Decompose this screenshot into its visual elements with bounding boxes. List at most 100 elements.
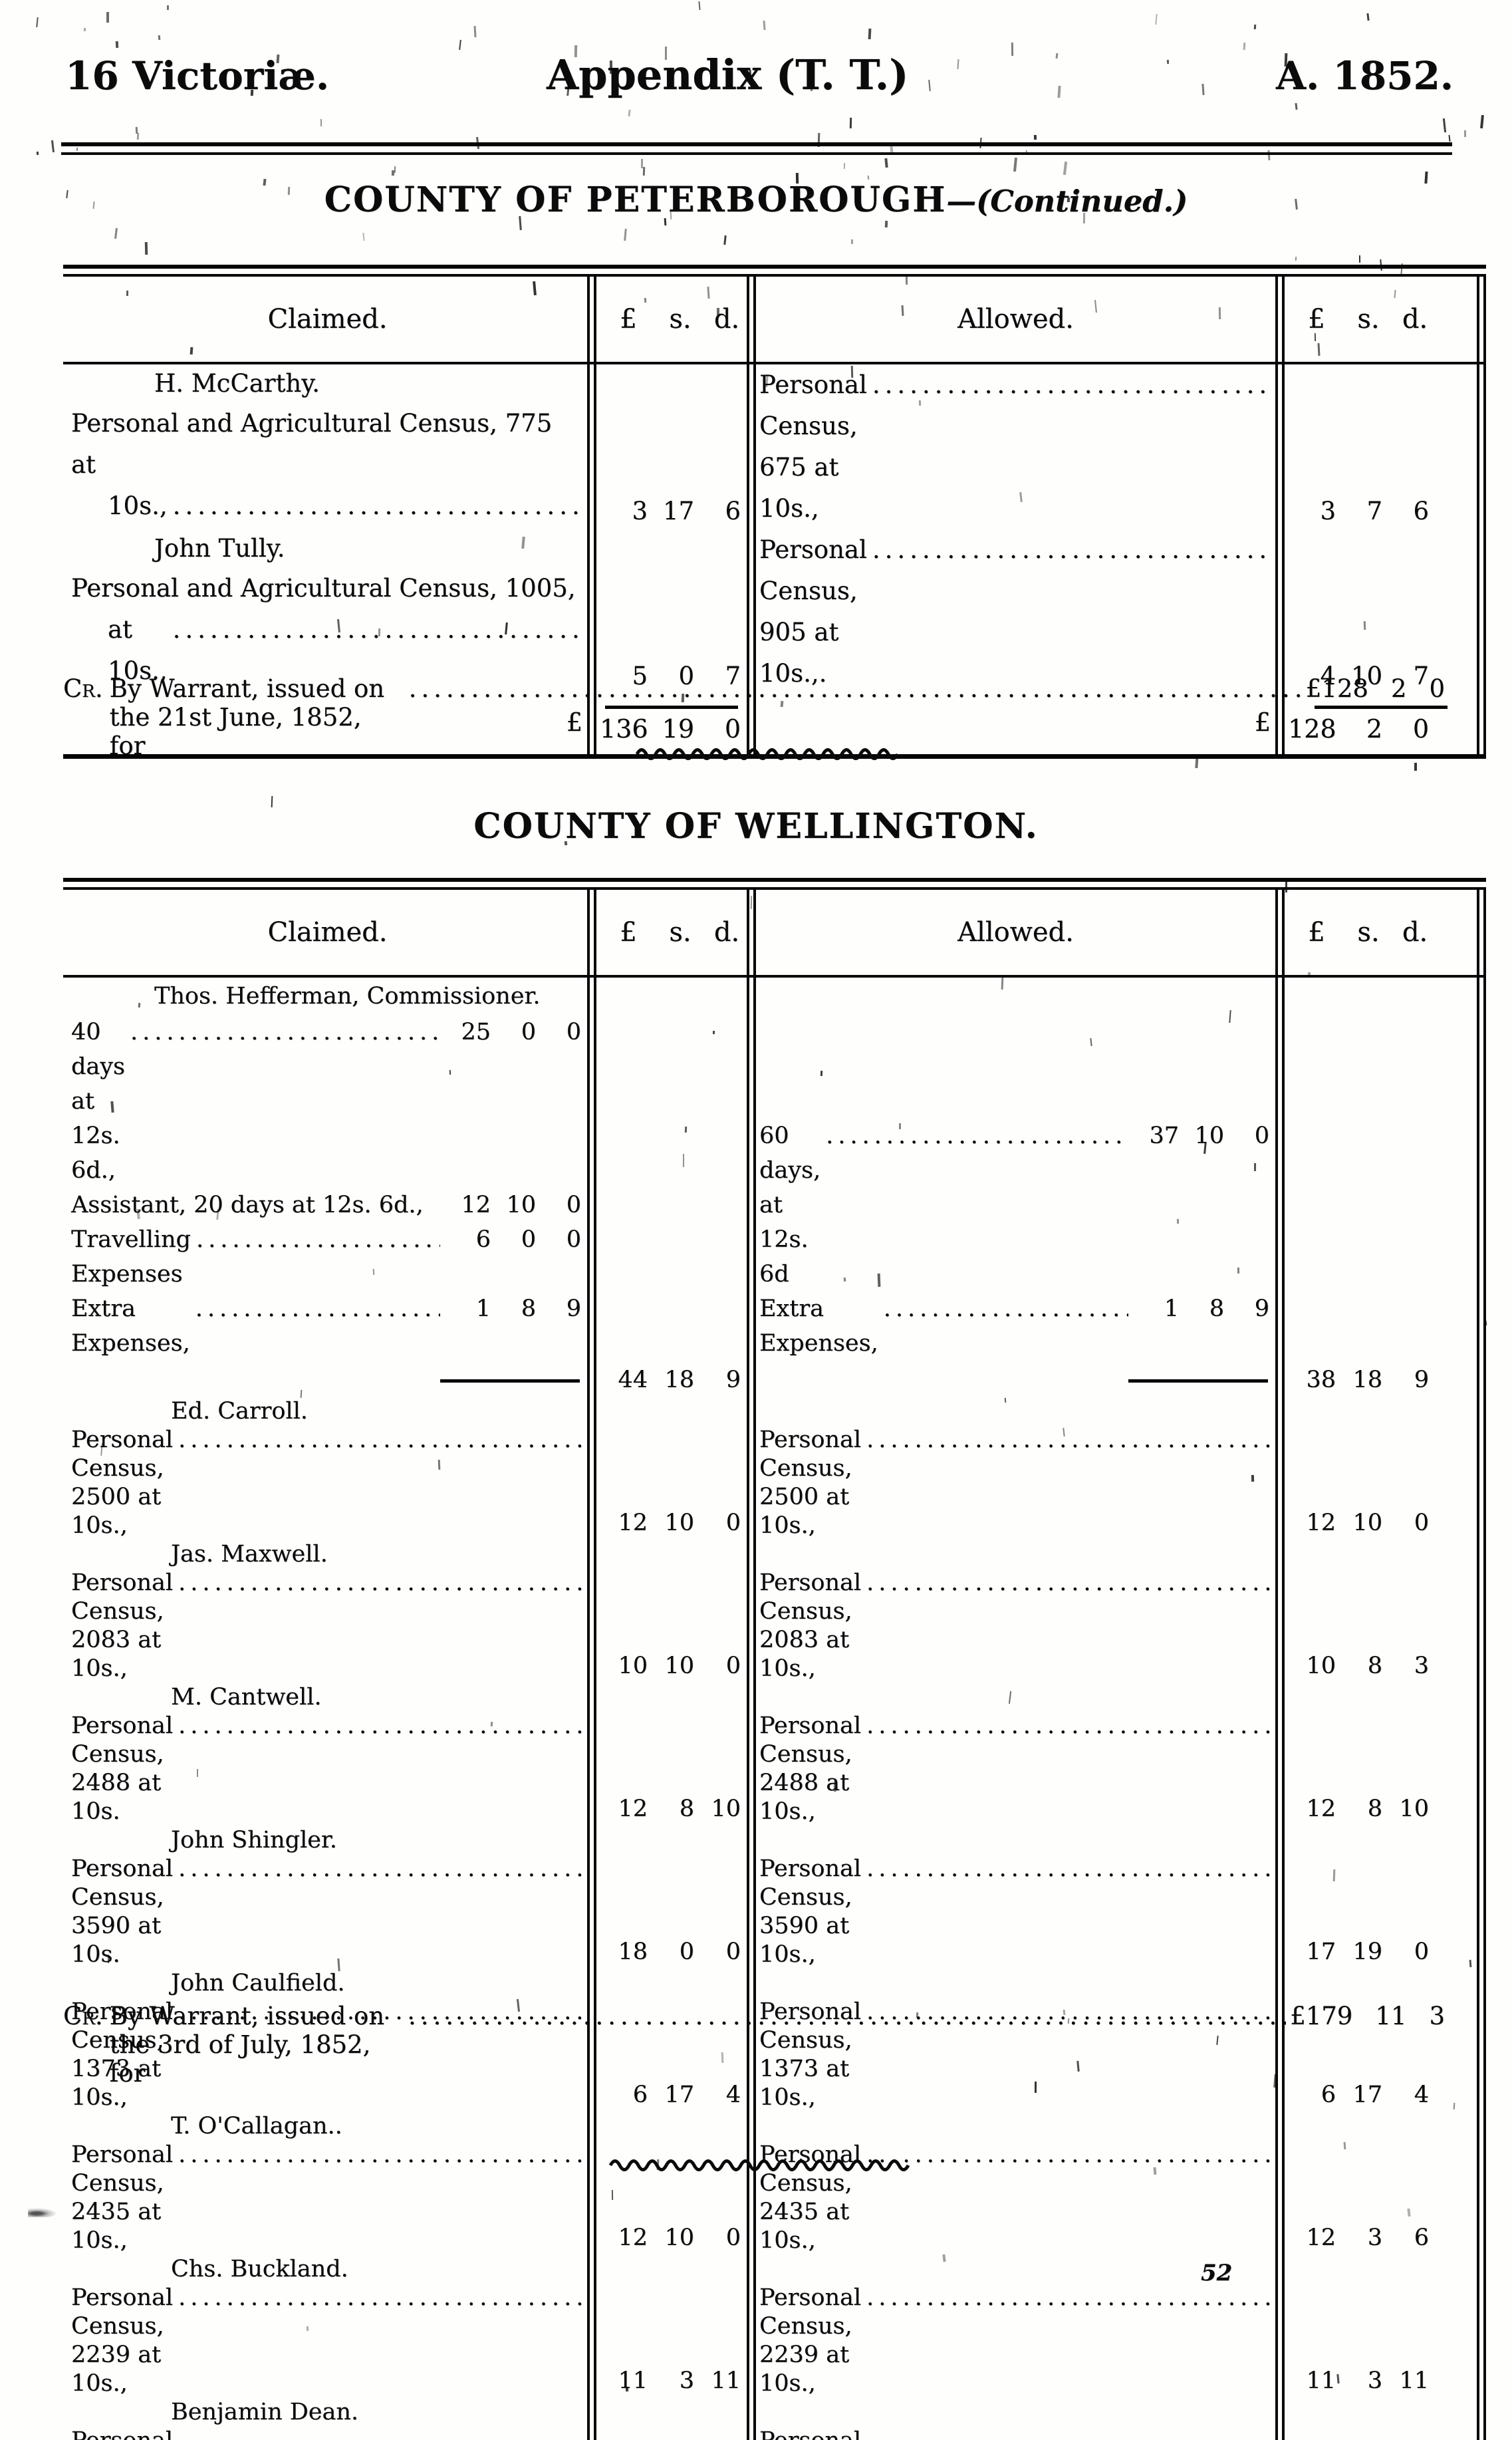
allowed-desc-text: Personal Census, 2500 at 10s., [759, 1426, 862, 1539]
scan-speckle [640, 158, 644, 168]
dotted-leader: ........................................… [173, 2427, 584, 2440]
amount-shillings: 19 [1352, 1939, 1382, 1965]
amount-pence: 10 [711, 1796, 741, 1822]
amount-pence: 9 [725, 1367, 741, 1393]
claimed-cell: H. McCarthy. Personal and Agricultural Ce… [63, 364, 592, 529]
amount-pounds: 1 [1164, 1295, 1179, 1322]
header-double-rule [61, 142, 1452, 155]
amount-pounds: 12 [1306, 2225, 1336, 2251]
allowed-description: Personal Census, 2435 at 10s.,..........… [759, 2141, 1272, 2255]
allowed-amount-cell: 6 17 4 [1280, 1969, 1481, 2112]
dotted-leader: ........................................… [178, 1855, 584, 1882]
amount-pounds: 44 [618, 1367, 648, 1393]
claimed-amount-cell: 1250 [592, 2398, 751, 2440]
column-rule [747, 277, 756, 754]
dotted-leader: ........................................… [408, 674, 1302, 703]
amount-pence: 4 [725, 2082, 741, 2108]
scan-speckle [698, 1, 701, 11]
claim-desc-text: Personal Census, 2239 at 10s., [71, 2284, 174, 2397]
allowed-description: Personal Census, 2450 at 10s.,..........… [759, 2427, 1272, 2440]
claimed-amount: 6 17 4 [600, 2082, 750, 2108]
amount-shillings: 2 [1390, 674, 1407, 703]
amount-pence: 4 [1414, 2082, 1429, 2108]
section-divider-squiggle [608, 2159, 910, 2171]
scan-speckle [1442, 118, 1446, 133]
claim-desc-text: Personal Census, 2083 at 10s., [71, 1569, 174, 1682]
claimed-cell: M. Cantwell. Personal Census, 2488 at 10s… [63, 1683, 592, 1826]
claimed-amount: 18 0 0 [600, 1939, 750, 1965]
amount-pounds: 128 [1288, 714, 1336, 744]
amount-pounds: 6 [632, 2082, 648, 2108]
warrant-text: By Warrant, issued on the 3rd of July, 1… [109, 2002, 385, 2088]
column-rule [1477, 890, 1486, 2440]
amount-pence: 0 [724, 714, 741, 744]
wellington-table: Claimed. £ s. d. Allowed. £ s. d. Thos. … [63, 878, 1486, 2440]
amount-pounds: 136 [600, 714, 648, 744]
claimed-amount: 11 3 11 [600, 2368, 750, 2394]
scan-speckle [459, 39, 462, 51]
peterborough-table: Claimed. £ s. d. Allowed. £ s. d. H. McC… [63, 265, 1486, 759]
warrant-amount: £128 2 0 [1302, 674, 1445, 703]
amount-shillings: 18 [664, 1367, 694, 1393]
claimed-amount: 10 10 0 [600, 1653, 750, 1679]
scan-speckle [320, 118, 322, 126]
allowed-amount-cell: 1250 [1280, 2398, 1481, 2440]
scan-speckle [843, 162, 846, 170]
claim-description-line1: Personal and Agricultural Census, 1005, [71, 574, 576, 603]
scan-speckle [1243, 42, 1246, 50]
shillings-header: s. [669, 304, 692, 335]
dotted-leader: ........................................… [866, 1855, 1272, 1882]
dotted-leader: ........................................… [408, 2002, 1286, 2030]
warrant-text: By Warrant, issued on the 21st June, 185… [109, 674, 385, 760]
claimed-cell: Benjamin Dean. Personal Census. 2450 at 1… [63, 2398, 592, 2440]
section-title-continued: —(Continued.) [946, 184, 1188, 219]
allowed-desc-text: Personal Census, 1373 at 10s., [759, 1998, 862, 2111]
amount-shillings: 3 [1367, 2368, 1382, 2394]
pound-sign: £ [566, 708, 582, 737]
allowed-amount: 12 3 6 [1288, 2225, 1438, 2251]
claimant-name: Benjamin Dean. [171, 2399, 359, 2425]
amount-pence: 3 [1429, 2002, 1445, 2030]
amount-pence: 0 [1412, 714, 1429, 744]
year-label: A. 1852. [1275, 53, 1453, 98]
amount-shillings: 10 [664, 2225, 694, 2251]
claimed-cell: Ed. Carroll. Personal Census, 2500 at 10s… [63, 1397, 592, 1540]
scan-speckle [867, 175, 870, 180]
claim-line-amount: 6 0 0 [440, 1222, 584, 1257]
claimed-amount: 12 10 0 [600, 1510, 750, 1536]
table-row: M. Cantwell. Personal Census, 2488 at 10s… [63, 1683, 1486, 1826]
amount-pounds: 6 [1321, 2082, 1336, 2108]
dotted-leader: ........................................… [872, 370, 1272, 399]
pence-header: d. [713, 304, 740, 335]
allowed-amount-cell: 12 10 0 [1280, 1397, 1481, 1540]
dotted-leader: ........................................… [178, 1712, 584, 1739]
peterborough-warrant-line: Cr. By Warrant, issued on the 21st June,… [63, 674, 1445, 760]
scan-speckle [1414, 762, 1417, 771]
allowed-line: 60 days, at 12s. 6d.....................… [759, 1119, 1272, 1291]
scan-speckle [850, 239, 853, 245]
dotted-leader: ........................................… [178, 1569, 584, 1596]
claimed-cell: John Caulfield. Personal Census, 1373 at … [63, 1969, 592, 2112]
allowed-amount-cell: 12 8 10 [1280, 1683, 1481, 1826]
claimant-name: John Shingler. [171, 1827, 337, 1853]
scan-speckle [642, 166, 645, 176]
column-rule [1275, 277, 1285, 754]
peterborough-total-row: £ 136 19 0 £ [63, 694, 1486, 754]
allowed-header: Allowed. [957, 304, 1074, 335]
ink-smudge [28, 2208, 57, 2217]
amount-pounds: 12 [618, 2225, 648, 2251]
allowed-amount-cell: 11 3 11 [1280, 2255, 1481, 2398]
claim-description: Personal Census, 1373 at 10s.,..........… [71, 1998, 584, 2112]
allowed-amount-cell: 38 18 9 [1280, 978, 1481, 1397]
scan-speckle [1155, 13, 1158, 25]
table-row: H. McCarthy. Personal and Agricultural Ce… [63, 364, 1486, 529]
dotted-leader: ........................................… [826, 1123, 1128, 1149]
allowed-cell: Personal Census, 2435 at 10s.,..........… [751, 2112, 1280, 2255]
claimant-name: Ed. Carroll. [171, 1398, 308, 1424]
peterborough-table-body: H. McCarthy. Personal and Agricultural Ce… [63, 364, 1486, 694]
allowed-description: Personal Census, 2083 at 10s.,..........… [759, 1569, 1272, 1683]
amount-shillings: 19 [662, 714, 694, 744]
allowed-cell: Personal Census, 675 at 10s.,...........… [751, 364, 1280, 529]
dotted-leader: ........................................… [861, 2427, 1272, 2440]
allowed-amount: 4 10 7 [1288, 662, 1438, 690]
